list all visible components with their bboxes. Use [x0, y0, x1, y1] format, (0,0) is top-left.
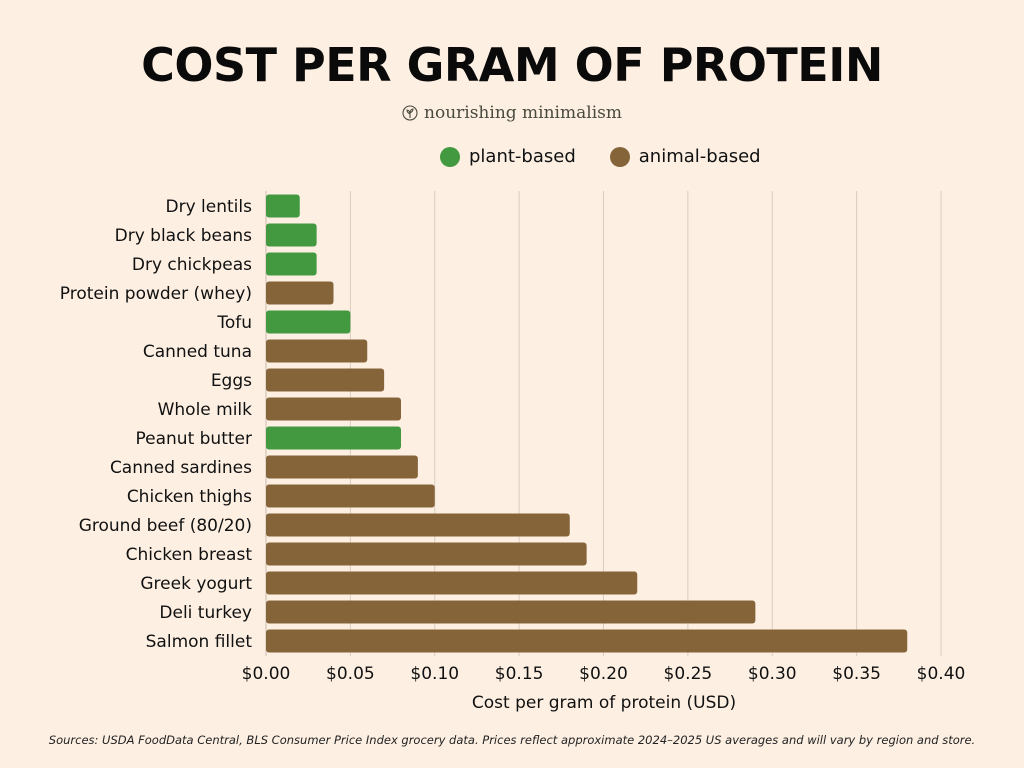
category-label: Eggs: [211, 371, 252, 391]
category-label: Chicken thighs: [127, 487, 252, 507]
x-tick-label: $0.25: [664, 664, 713, 684]
legend-swatch-plant: [440, 146, 460, 167]
bar-chart: $0.00 $0.05 $0.10 $0.15 $0.20 $0.25 $0.30 $0.35…: [60, 191, 966, 713]
category-label: Canned sardines: [110, 458, 252, 478]
bar: [266, 252, 317, 276]
category-label: Greek yogurt: [140, 574, 252, 594]
category-label: Dry chickpeas: [132, 255, 252, 275]
category-label: Ground beef (80/20): [79, 516, 252, 536]
legend-item-plant: plant-based: [440, 146, 576, 167]
category-label: Chicken breast: [126, 545, 253, 565]
x-tick-label: $0.35: [832, 664, 881, 684]
x-tick-label: $0.40: [917, 664, 966, 684]
bar: [266, 629, 908, 653]
bar: [266, 484, 435, 508]
sources-footnote: Sources: USDA FoodData Central, BLS Cons…: [48, 733, 976, 747]
category-label: Protein powder (whey): [60, 284, 252, 304]
bar: [266, 310, 351, 334]
x-axis-label: Cost per gram of protein (USD): [472, 693, 736, 713]
bar: [266, 368, 385, 392]
legend-label-plant: plant-based: [469, 146, 576, 167]
category-label: Whole milk: [158, 400, 253, 420]
bar: [266, 542, 587, 566]
category-label: Peanut butter: [136, 429, 253, 449]
bar: [266, 397, 401, 421]
bar: [266, 513, 570, 537]
bar: [266, 571, 638, 595]
legend-label-animal: animal-based: [638, 146, 761, 167]
leaf-icon: [402, 105, 418, 121]
category-label: Dry lentils: [166, 197, 253, 217]
x-tick-label: $0.10: [410, 664, 459, 684]
brand: nourishing minimalism: [0, 103, 1024, 123]
bar: [266, 455, 418, 479]
legend-item-animal: animal-based: [609, 146, 761, 167]
brand-name: nourishing minimalism: [424, 103, 622, 123]
bar: [266, 223, 317, 247]
x-tick-label: $0.20: [579, 664, 628, 684]
legend: plant-based animal-based: [440, 146, 761, 167]
category-label: Dry black beans: [115, 226, 253, 246]
x-tick-label: $0.15: [495, 664, 544, 684]
category-label: Salmon fillet: [146, 632, 253, 652]
x-tick-label: $0.05: [326, 664, 375, 684]
x-tick-label: $0.30: [748, 664, 797, 684]
chart-title: COST PER GRAM OF PROTEIN: [141, 38, 883, 92]
category-label: Tofu: [216, 313, 252, 333]
bar: [266, 281, 334, 305]
bar: [266, 339, 368, 363]
bar: [266, 194, 300, 218]
bar: [266, 426, 401, 450]
bar: [266, 600, 756, 624]
category-label: Canned tuna: [143, 342, 252, 362]
category-label: Deli turkey: [159, 603, 252, 623]
x-tick-label: $0.00: [242, 664, 291, 684]
legend-swatch-animal: [609, 146, 630, 167]
